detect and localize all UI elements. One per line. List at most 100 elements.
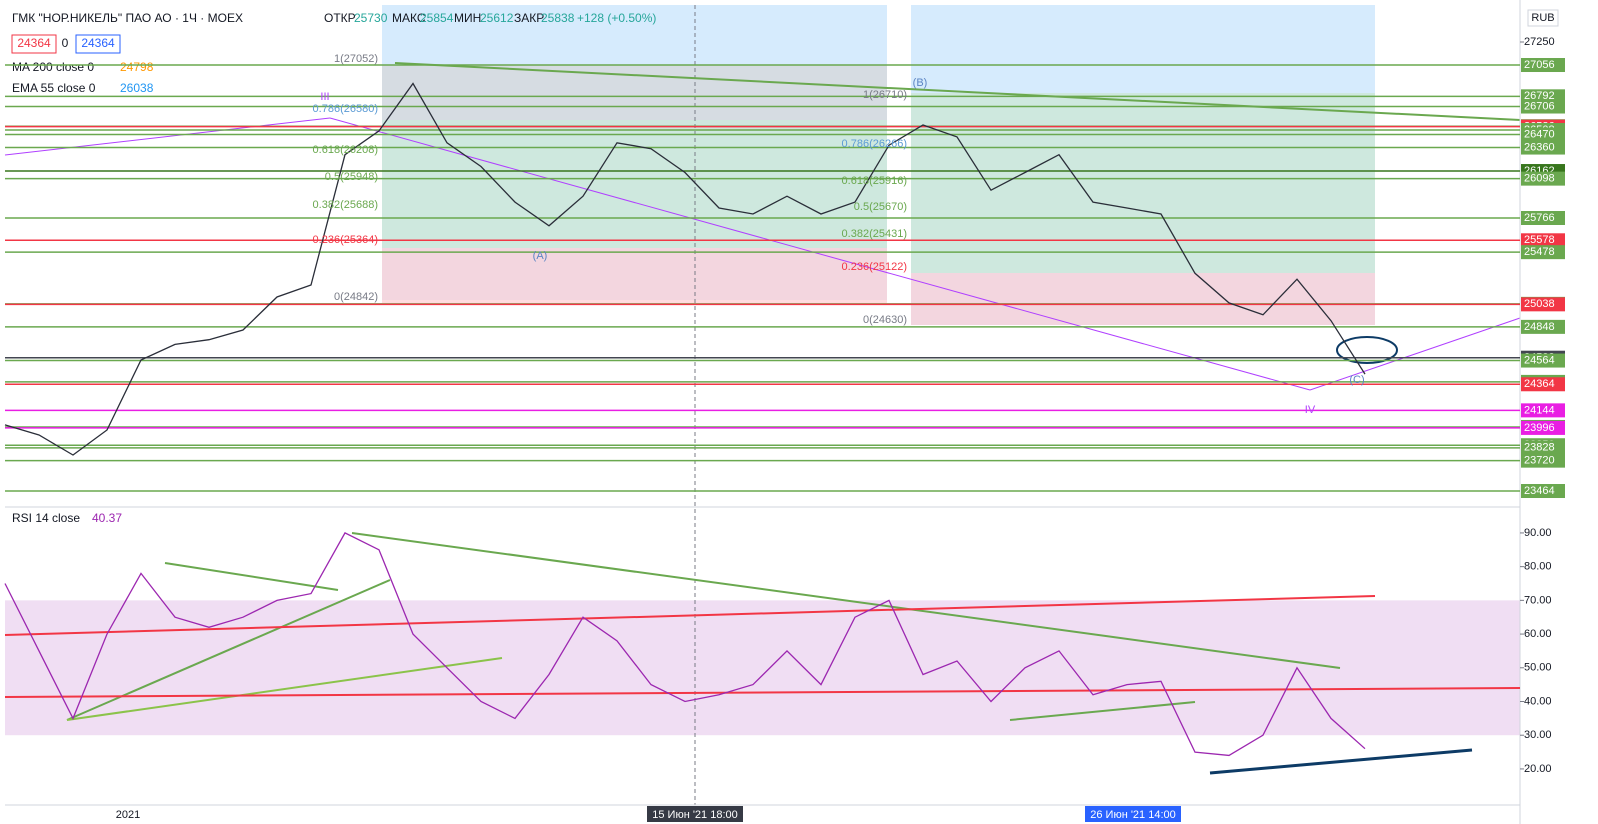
y-tick-label: 70.00	[1524, 594, 1552, 606]
y-tick-label: 26792	[1524, 90, 1555, 102]
level-tag	[1521, 127, 1565, 142]
annotation: (A)	[533, 250, 548, 262]
indicator-label: MA 200 close 0	[12, 60, 94, 74]
badge-value: 0	[62, 36, 69, 50]
level-tag	[1521, 171, 1565, 186]
level-tag	[1521, 245, 1565, 260]
y-tick-label: 25478	[1524, 246, 1555, 258]
level-tag	[1521, 99, 1565, 114]
indicator-value: 26038	[120, 81, 154, 95]
x-tick-label: 2021	[116, 809, 140, 821]
level-tag	[1521, 233, 1565, 248]
rsi-trend	[4, 687, 1521, 698]
annotation: 0.786(26266)	[842, 138, 907, 150]
ohlc-value: 25838	[541, 11, 575, 25]
fib-zone	[382, 120, 887, 248]
trend-line	[394, 62, 1521, 121]
x-tick-label: 15 Июн '21 18:00	[652, 809, 738, 821]
y-tick-label: 23720	[1524, 455, 1555, 467]
y-tick-label: 26360	[1524, 141, 1555, 153]
y-tick-label: 27056	[1524, 59, 1555, 71]
ohlc-label: ОТКР	[324, 11, 356, 25]
fib-zone	[911, 273, 1375, 325]
level-tag	[1521, 484, 1565, 499]
rsi-band	[5, 600, 1520, 736]
badge-value: 24364	[17, 36, 51, 50]
rsi-trend	[1209, 748, 1473, 775]
badge	[11, 34, 57, 54]
y-tick-label: 26470	[1524, 128, 1555, 140]
ohlc-value: 25730	[354, 11, 388, 25]
annotation: III	[320, 91, 329, 103]
badge-value: 24364	[81, 36, 115, 50]
level-tag	[1521, 453, 1565, 468]
y-tick-label: 20.00	[1524, 763, 1552, 775]
annotation: 0.382(25431)	[842, 228, 907, 240]
y-tick-label: 24364	[1524, 378, 1555, 390]
currency: RUB	[1531, 12, 1554, 24]
x-label-tag	[647, 806, 743, 822]
ohlc-label: МИН	[454, 11, 481, 25]
fib-zone	[911, 93, 1375, 273]
level-tag	[1521, 440, 1565, 455]
fib-zone	[382, 65, 887, 120]
ohlc-label: ЗАКР	[514, 11, 544, 25]
annotation: 0(24842)	[334, 291, 378, 303]
y-tick-label: 27250	[1524, 36, 1555, 48]
currency-button[interactable]	[1527, 9, 1559, 27]
symbol: ГМК "НОР.НИКЕЛЬ" ПАО АО · 1Ч · MOEX	[12, 11, 243, 25]
rsi-trend	[164, 562, 339, 591]
rsi-trend	[351, 532, 1341, 669]
annotation: 1(26710)	[863, 89, 907, 101]
annotation: 0.618(26208)	[313, 144, 378, 156]
x-label-tag	[1085, 806, 1181, 822]
indicator-value: 24798	[120, 60, 154, 74]
y-tick-label: 60.00	[1524, 628, 1552, 640]
badge	[75, 34, 121, 54]
fib-zone	[382, 248, 887, 303]
annotation: 0.236(25364)	[313, 234, 378, 246]
y-tick-label: 80.00	[1524, 561, 1552, 573]
rsi-trend	[1009, 701, 1196, 721]
trend-line	[329, 117, 1311, 391]
indicator-label: RSI 14 close	[12, 511, 80, 525]
price-line	[4, 82, 1366, 456]
annotation: 1(27052)	[334, 53, 378, 65]
level-tag	[1521, 210, 1565, 225]
trend-line	[1309, 317, 1521, 391]
annotation: IV	[1305, 404, 1316, 416]
rsi-trend	[66, 657, 503, 721]
x-tick-label: 26 Июн '21 14:00	[1090, 809, 1176, 821]
annotation: 0(24630)	[863, 314, 907, 326]
y-tick-label: 40.00	[1524, 695, 1552, 707]
y-tick-label: 25766	[1524, 212, 1555, 224]
annotation: 0.5(25948)	[325, 171, 378, 183]
annotation: (B)	[913, 77, 928, 89]
trend-line	[4, 117, 331, 156]
y-tick-label: 50.00	[1524, 662, 1552, 674]
header: ГМК "НОР.НИКЕЛЬ" ПАО АО · 1Ч · MOEX ОТКР…	[11, 9, 1559, 525]
annotation: 0.382(25688)	[313, 199, 378, 211]
y-tick-label: 26706	[1524, 100, 1555, 112]
ohlc-value: 25612	[480, 11, 514, 25]
level-tag	[1521, 420, 1565, 435]
indicator-value: 40.37	[92, 511, 122, 525]
level-tag	[1521, 319, 1565, 334]
annotation: 0.5(25670)	[854, 201, 907, 213]
y-tick-label: 90.00	[1524, 527, 1552, 539]
level-tag	[1521, 140, 1565, 155]
annotation: 0.236(25122)	[842, 261, 907, 273]
y-tick-label: 23828	[1524, 442, 1555, 454]
y-tick-label: 24564	[1524, 354, 1555, 366]
rsi-trend	[4, 595, 1376, 636]
y-tick-label: 25578	[1524, 234, 1555, 246]
level-tag	[1521, 403, 1565, 418]
indicator-label: EMA 55 close 0	[12, 81, 96, 95]
y-tick-label: 30.00	[1524, 729, 1552, 741]
level-tag	[1521, 377, 1565, 392]
y-tick-label: 25038	[1524, 298, 1555, 310]
annotation: 0.618(25916)	[842, 175, 907, 187]
price-line	[4, 532, 1366, 757]
highlight	[1336, 336, 1398, 364]
